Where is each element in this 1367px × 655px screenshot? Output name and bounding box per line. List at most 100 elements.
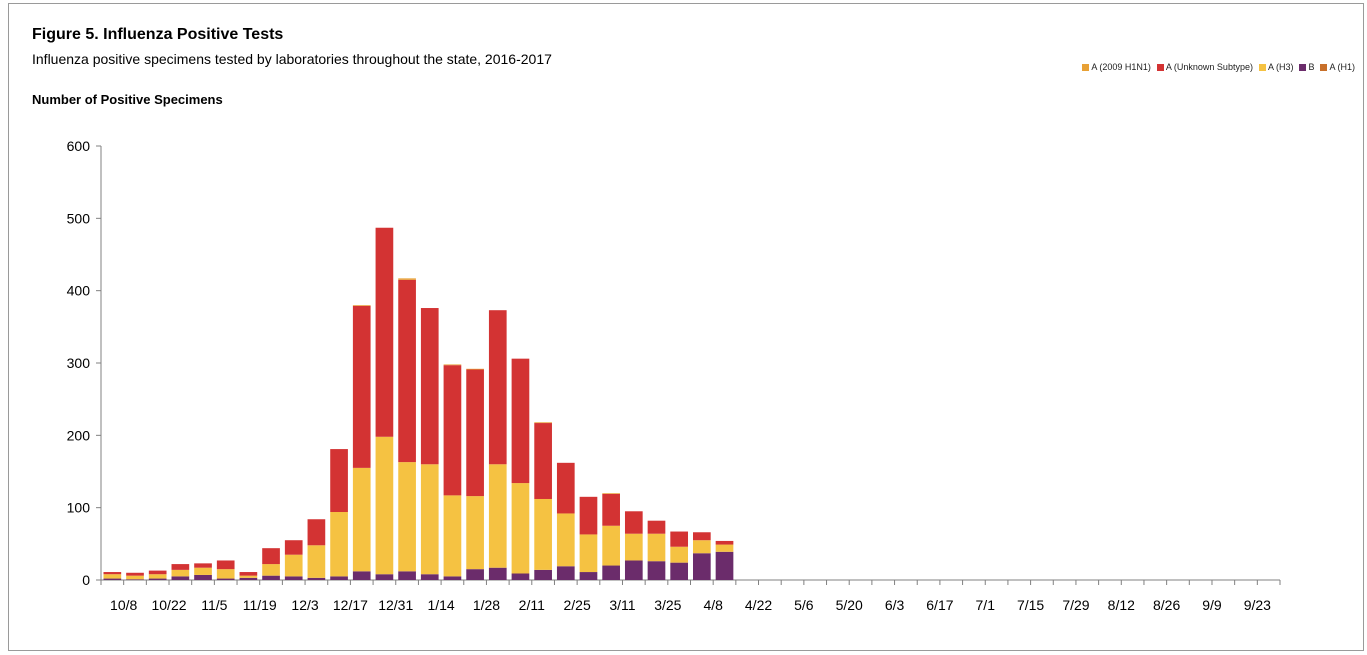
bar-a-unknown-subtype-4-1 [670,531,689,547]
bar-a-2009-h1n1-3-11 [602,493,620,494]
x-tick-label: 5/20 [836,597,863,613]
bar-a-h3-3-25 [647,533,666,562]
bar-a-unknown-subtype-12-10 [307,519,326,546]
x-tick-label: 11/5 [201,597,227,613]
bar-a-2009-h1n1-1-7 [398,278,416,280]
bar-a-h3-11-5 [194,567,212,575]
y-tick-label: 300 [67,355,91,371]
x-tick-label: 10/8 [110,597,137,613]
legend-item: A (Unknown Subtype) [1156,62,1253,72]
bar-b-10-15 [126,579,144,580]
x-tick-label: 7/15 [1017,597,1044,613]
bar-a-2009-h1n1-1-21 [443,364,462,366]
bar-a-unknown-subtype-2-11 [511,358,530,484]
x-tick-label: 1/14 [427,597,454,613]
x-tick-label: 3/25 [654,597,681,613]
legend-label: A (H3) [1267,62,1294,72]
bar-b-12-3 [284,576,303,580]
bar-a-h3-12-17 [330,512,348,577]
bar-a-h3-11-19 [239,575,258,578]
legend-label: B [1308,62,1315,72]
bar-a-2009-h1n1-2-18 [534,422,552,424]
bar-a-h3-2-25 [556,513,575,567]
bar-b-10-29 [171,576,190,580]
bar-a-h3-12-31 [375,436,394,575]
x-tick-label: 2/11 [519,597,545,613]
bar-a-unknown-subtype-12-31 [375,227,394,437]
bar-a-h3-2-4 [488,464,507,568]
bar-b-1-14 [420,574,439,580]
bar-a-h3-12-24 [352,467,371,572]
bar-a-2009-h1n1-12-24 [352,305,371,306]
x-tick-label: 4/8 [703,597,723,613]
legend-swatch [1258,63,1266,71]
x-tick-label: 9/23 [1244,597,1271,613]
legend-swatch [1320,63,1328,71]
bar-a-unknown-subtype-11-12 [216,560,235,570]
y-axis-label: Number of Positive Specimens [32,92,223,107]
legend-swatch [1299,63,1307,71]
x-tick-label: 6/17 [926,597,953,613]
bar-a-h3-10-22 [148,574,167,579]
bar-a-unknown-subtype-12-24 [352,305,371,468]
bar-a-unknown-subtype-1-7 [398,279,416,463]
bar-a-h3-1-14 [420,464,439,575]
bar-a-h3-2-11 [511,483,530,574]
bar-a-unknown-subtype-10-8 [103,572,122,575]
x-tick-label: 9/9 [1202,597,1222,613]
bar-a-unknown-subtype-1-21 [443,365,462,496]
bar-b-11-19 [239,577,258,580]
x-tick-label: 8/26 [1153,597,1180,613]
bar-a-unknown-subtype-3-18 [624,511,643,534]
bar-a-unknown-subtype-3-11 [602,493,620,526]
y-tick-label: 200 [67,427,91,443]
bar-b-10-22 [148,578,167,580]
y-tick-label: 600 [67,138,91,154]
x-tick-label: 12/31 [378,597,413,613]
y-tick-label: 100 [67,500,91,516]
chart-subtitle: Influenza positive specimens tested by l… [32,51,552,67]
x-tick-label: 7/1 [976,597,996,613]
bar-a-unknown-subtype-4-8 [692,532,711,541]
bar-b-4-8 [692,553,711,580]
bar-b-11-12 [216,578,235,580]
bar-b-2-4 [488,567,507,580]
bar-a-unknown-subtype-12-17 [330,449,348,513]
bar-a-h3-12-10 [307,545,326,578]
x-tick-label: 3/11 [609,597,635,613]
bar-a-unknown-subtype-1-14 [420,308,439,465]
bar-b-12-31 [375,574,394,580]
bar-a-unknown-subtype-11-19 [239,572,258,576]
bar-a-h3-11-26 [262,564,280,576]
legend-swatch [1082,63,1090,71]
bar-a-unknown-subtype-4-15 [715,540,734,545]
x-tick-label: 11/19 [243,597,277,613]
x-tick-label: 10/22 [151,597,186,613]
bar-b-10-8 [103,578,122,580]
bar-a-unknown-subtype-10-22 [148,570,167,575]
x-tick-label: 6/3 [885,597,905,613]
legend-label: A (Unknown Subtype) [1165,62,1253,72]
bar-a-unknown-subtype-10-15 [126,572,144,576]
legend-item: A (H3) [1258,62,1294,72]
bar-a-unknown-subtype-2-4 [488,310,507,465]
x-tick-label: 7/29 [1062,597,1089,613]
bar-b-2-18 [534,569,552,580]
bar-a-h3-1-7 [398,462,416,572]
x-tick-label: 8/12 [1108,597,1135,613]
bar-a-h3-10-29 [171,569,190,577]
legend-label: A (2009 H1N1) [1091,62,1151,72]
bar-a-unknown-subtype-2-25 [556,462,575,514]
bar-a-unknown-subtype-10-29 [171,564,190,570]
bar-b-11-26 [262,575,280,580]
legend-item: A (H1) [1320,62,1355,72]
bar-a-unknown-subtype-11-26 [262,548,280,565]
bar-a-h3-4-8 [692,540,711,554]
bar-b-3-18 [624,560,643,580]
bar-a-unknown-subtype-1-28 [466,369,484,497]
bar-a-h3-2-18 [534,498,552,570]
bar-a-h3-12-3 [284,554,303,577]
bar-a-h3-1-28 [466,496,484,570]
bar-a-2009-h1n1-1-28 [466,368,484,370]
bar-a-unknown-subtype-11-5 [194,563,212,568]
